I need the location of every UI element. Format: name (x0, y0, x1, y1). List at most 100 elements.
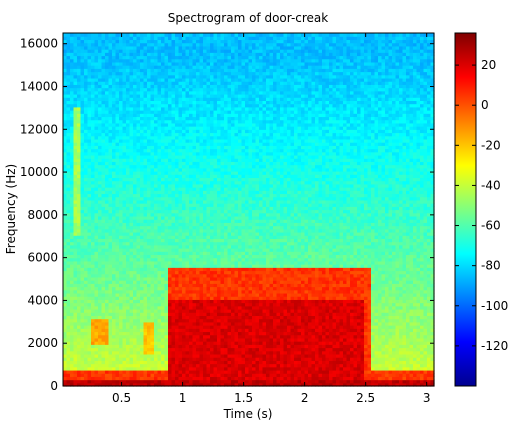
heatmap-cell (154, 369, 159, 374)
heatmap-cell (108, 77, 113, 82)
heatmap-cell (147, 158, 152, 162)
heatmap-cell (171, 52, 176, 57)
heatmap-cell (210, 193, 215, 198)
heatmap-cell (63, 283, 68, 288)
heatmap-cell (192, 254, 197, 259)
heatmap-cell (189, 45, 194, 50)
heatmap-cell (203, 251, 208, 256)
heatmap-cell (115, 193, 120, 198)
heatmap-cell (185, 360, 190, 365)
heatmap-cell (133, 167, 138, 172)
heatmap-cell (171, 321, 176, 326)
heatmap-cell (87, 308, 92, 313)
heatmap-cell (91, 302, 96, 307)
heatmap-cell (108, 84, 113, 89)
heatmap-cell (182, 45, 187, 50)
heatmap-cell (80, 215, 85, 220)
heatmap-cell (175, 129, 180, 134)
heatmap-cell (196, 328, 201, 333)
heatmap-cell (122, 39, 127, 44)
heatmap-cell (168, 241, 173, 246)
heatmap-cell (66, 296, 71, 300)
heatmap-cell (164, 308, 169, 313)
heatmap-cell (189, 238, 194, 243)
heatmap-cell (206, 215, 211, 220)
heatmap-cell (161, 353, 166, 358)
heatmap-cell (87, 103, 92, 108)
heatmap-cell (150, 347, 155, 352)
heatmap-cell (157, 299, 162, 304)
heatmap-cell (196, 273, 201, 278)
heatmap-cell (87, 68, 92, 73)
heatmap-cell (147, 347, 152, 352)
heatmap-cell (220, 260, 225, 265)
heatmap-cell (136, 280, 141, 284)
heatmap-cell (175, 84, 180, 89)
heatmap-cell (115, 135, 120, 140)
heatmap-cell (157, 119, 162, 124)
heatmap-cell (98, 289, 103, 294)
heatmap-cell (203, 353, 208, 358)
heatmap-cell (108, 148, 113, 153)
heatmap-cell (66, 49, 71, 53)
heatmap-cell (154, 276, 159, 281)
heatmap-cell (115, 100, 120, 105)
heatmap-cell (217, 180, 222, 185)
heatmap-cell (136, 151, 141, 156)
heatmap-cell (66, 187, 71, 191)
heatmap-cell (196, 154, 201, 159)
heatmap-cell (157, 116, 162, 121)
heatmap-cell (192, 289, 197, 294)
heatmap-cell (150, 187, 155, 191)
heatmap-cell (203, 235, 208, 239)
heatmap-cell (101, 337, 106, 342)
heatmap-cell (199, 215, 204, 220)
heatmap-cell (213, 270, 218, 275)
heatmap-cell (119, 315, 124, 320)
heatmap-cell (171, 97, 176, 101)
heatmap-cell (126, 45, 131, 50)
heatmap-cell (206, 100, 211, 105)
heatmap-cell (171, 228, 176, 233)
heatmap-cell (105, 42, 110, 47)
heatmap-cell (80, 296, 85, 300)
heatmap-cell (80, 45, 85, 50)
heatmap-cell (189, 135, 194, 140)
heatmap-cell (94, 305, 99, 310)
heatmap-cell (63, 222, 68, 227)
heatmap-cell (91, 36, 96, 41)
heatmap-cell (77, 74, 82, 79)
heatmap-cell (63, 382, 68, 387)
heatmap-cell (189, 312, 194, 316)
heatmap-cell (171, 341, 176, 345)
heatmap-cell (94, 113, 99, 118)
heatmap-cell (171, 116, 176, 121)
heatmap-cell (199, 235, 204, 239)
heatmap-cell (220, 357, 225, 361)
heatmap-cell (91, 119, 96, 124)
heatmap-cell (147, 257, 152, 262)
heatmap-cell (87, 39, 92, 44)
heatmap-cell (154, 264, 159, 268)
heatmap-cell (133, 55, 138, 60)
heatmap-cell (112, 219, 117, 223)
heatmap-cell (63, 280, 68, 284)
heatmap-cell (210, 116, 215, 121)
heatmap-cell (196, 296, 201, 300)
heatmap-cell (203, 206, 208, 211)
heatmap-cell (101, 138, 106, 143)
heatmap-cell (157, 174, 162, 179)
heatmap-cell (154, 312, 159, 316)
heatmap-cell (66, 164, 71, 169)
heatmap-cell (133, 264, 138, 268)
heatmap-cell (168, 334, 173, 339)
heatmap-cell (129, 315, 134, 320)
heatmap-cell (199, 145, 204, 150)
heatmap-cell (185, 199, 190, 204)
heatmap-cell (94, 257, 99, 262)
heatmap-cell (105, 328, 110, 333)
heatmap-cell (133, 321, 138, 326)
heatmap-cell (157, 280, 162, 284)
heatmap-cell (101, 289, 106, 294)
heatmap-cell (168, 206, 173, 211)
